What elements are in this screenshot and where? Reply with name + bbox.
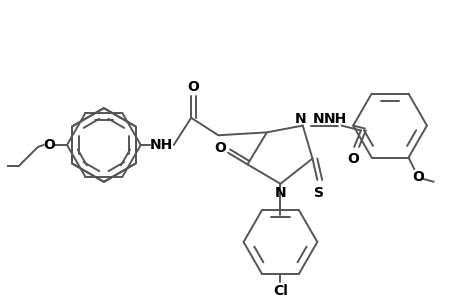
- Text: O: O: [187, 80, 199, 94]
- Text: S: S: [313, 185, 324, 200]
- Text: N: N: [294, 112, 306, 126]
- Text: NH: NH: [324, 112, 347, 126]
- Text: O: O: [214, 141, 226, 155]
- Text: O: O: [44, 138, 56, 152]
- Text: O: O: [411, 170, 423, 184]
- Text: NH: NH: [149, 138, 173, 152]
- Text: Cl: Cl: [273, 284, 287, 298]
- Text: N: N: [274, 187, 285, 200]
- Text: N: N: [312, 112, 324, 126]
- Text: O: O: [347, 152, 358, 166]
